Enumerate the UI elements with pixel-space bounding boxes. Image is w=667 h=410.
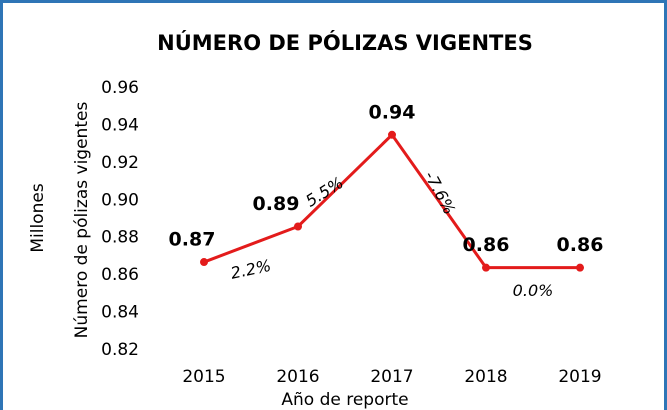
marker	[576, 263, 584, 272]
x-tick-label: 2017	[370, 367, 413, 387]
y-tick-label: 0.84	[101, 303, 139, 323]
x-tick-label: 2016	[276, 367, 319, 387]
y-tick-label: 0.88	[101, 228, 139, 248]
x-axis-label: Año de reporte	[281, 390, 408, 410]
segment-label: 0.0%	[513, 281, 554, 300]
data-label: 0.86	[463, 234, 510, 256]
y-tick-label: 0.86	[101, 265, 139, 285]
data-label: 0.89	[253, 193, 300, 215]
y-tick-label: 0.90	[101, 190, 139, 210]
x-tick-label: 2019	[558, 367, 601, 387]
y-tick-label: 0.94	[101, 115, 139, 135]
y-unit-label: Millones	[28, 183, 48, 252]
data-label: 0.86	[557, 234, 604, 256]
x-tick-label: 2015	[182, 367, 225, 387]
data-label: 0.94	[369, 101, 416, 123]
marker	[294, 222, 302, 231]
y-axis-label: Número de pólizas vigentes	[72, 102, 92, 339]
marker	[388, 130, 396, 139]
y-tick-label: 0.82	[101, 340, 139, 360]
y-tick-label: 0.96	[101, 78, 139, 98]
marker	[482, 263, 490, 272]
x-tick-label: 2018	[464, 367, 507, 387]
marker	[200, 258, 208, 267]
data-label: 0.87	[169, 229, 216, 251]
y-tick-label: 0.92	[101, 153, 139, 173]
chart-title: NÚMERO DE PÓLIZAS VIGENTES	[157, 30, 533, 55]
